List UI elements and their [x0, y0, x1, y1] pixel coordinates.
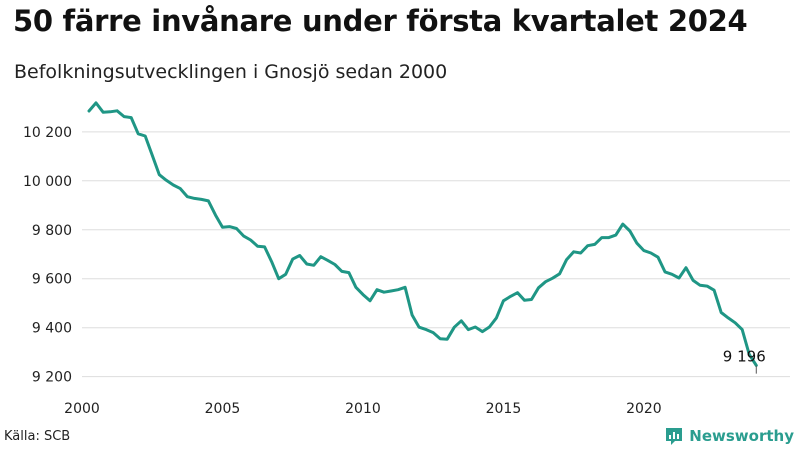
series-line	[87, 101, 758, 367]
chart-subtitle: Befolkningsutvecklingen i Gnosjö sedan 2…	[14, 61, 448, 83]
y-tick-label: 9 600	[32, 272, 72, 288]
y-tick-label: 10 000	[23, 174, 72, 190]
y-tick-label: 10 200	[23, 125, 72, 141]
x-tick-label: 2010	[345, 401, 381, 417]
annotation-label: 9 196	[723, 348, 766, 366]
brand-name: Newsworthy	[689, 427, 794, 445]
y-tick-label: 9 800	[32, 223, 72, 239]
x-tick-label: 2000	[64, 401, 100, 417]
chart-title: 50 färre invånare under första kvartalet…	[13, 4, 748, 38]
y-tick-label: 9 400	[32, 321, 72, 337]
x-tick-label: 2020	[626, 401, 662, 417]
brand-logo[interactable]: Newsworthy	[664, 426, 794, 446]
x-tick-label: 2005	[205, 401, 241, 417]
newsworthy-logo-icon	[666, 428, 683, 445]
y-tick-label: 9 200	[32, 370, 72, 386]
x-tick-label: 2015	[486, 401, 522, 417]
source-note: Källa: SCB	[4, 429, 71, 444]
